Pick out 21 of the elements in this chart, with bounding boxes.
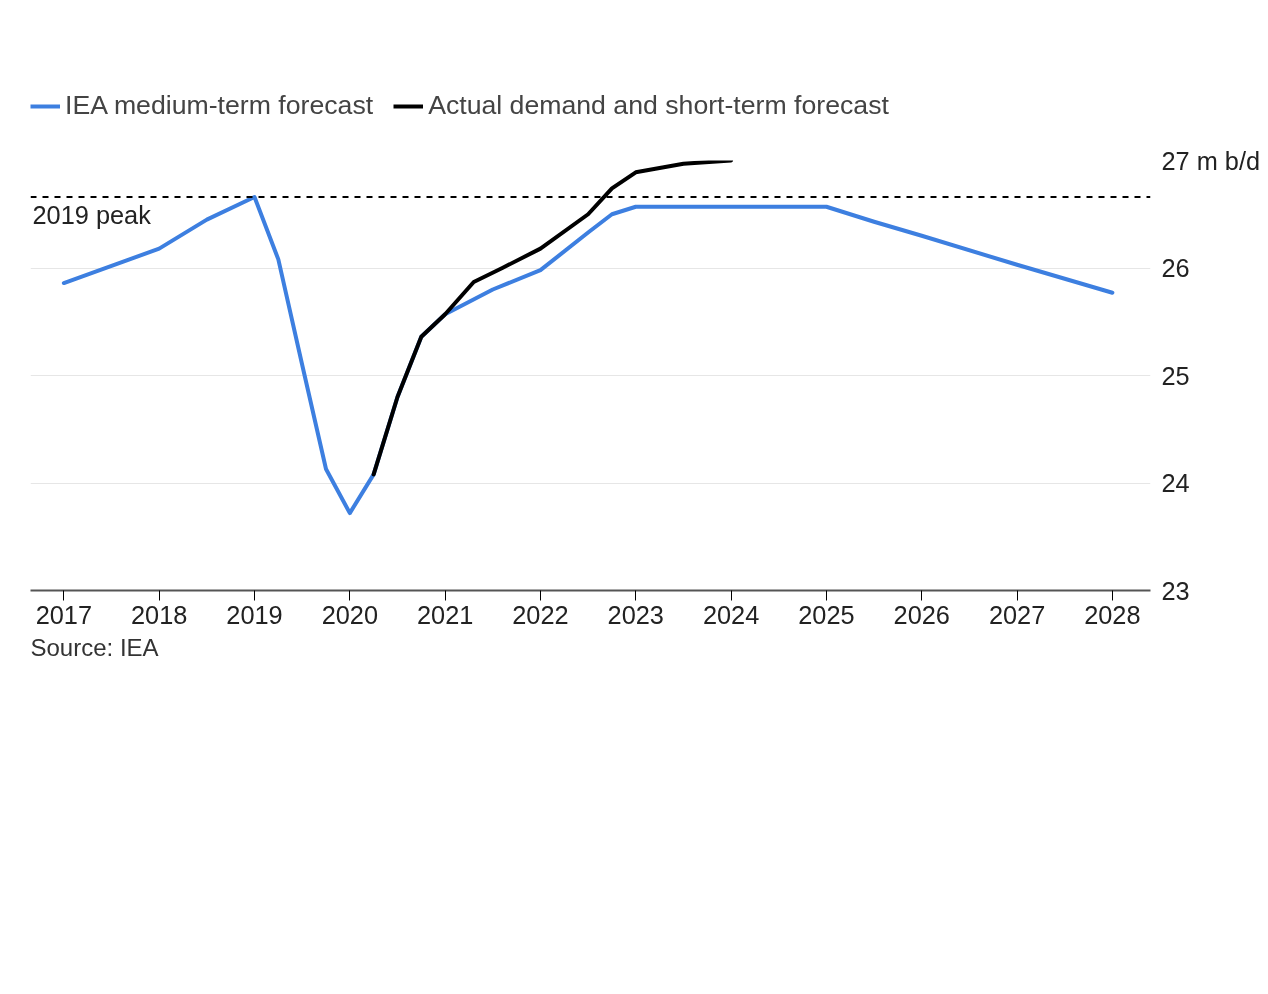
ref-line-label: 2019 peak	[32, 201, 152, 230]
x-tick-label: 2021	[416, 600, 474, 629]
x-tick-label: 2017	[35, 600, 93, 629]
y-tick-label: 27 m b/d	[1161, 146, 1261, 175]
y-tick-label: 24	[1161, 469, 1190, 497]
x-tick-label: 2027	[988, 600, 1046, 629]
x-tick-label: 2024	[702, 600, 760, 629]
x-tick-label: 2025	[798, 600, 855, 629]
y-tick-label: 25	[1161, 361, 1190, 390]
x-tick-label: 2018	[131, 600, 188, 629]
x-tick-label: 2023	[607, 600, 664, 629]
source-note: Source: IEA	[30, 633, 159, 661]
legend-label: IEA medium-term forecast	[65, 90, 374, 121]
x-tick-label: 2026	[893, 600, 950, 629]
legend-label: Actual demand and short-term forecast	[428, 90, 889, 121]
x-tick-label: 2020	[321, 600, 379, 629]
x-tick-label: 2022	[512, 600, 569, 629]
x-tick-label: 2019	[226, 600, 283, 629]
y-tick-label: 23	[1161, 576, 1190, 605]
x-tick-label: 2028	[1084, 600, 1141, 629]
y-tick-label: 26	[1161, 254, 1190, 282]
